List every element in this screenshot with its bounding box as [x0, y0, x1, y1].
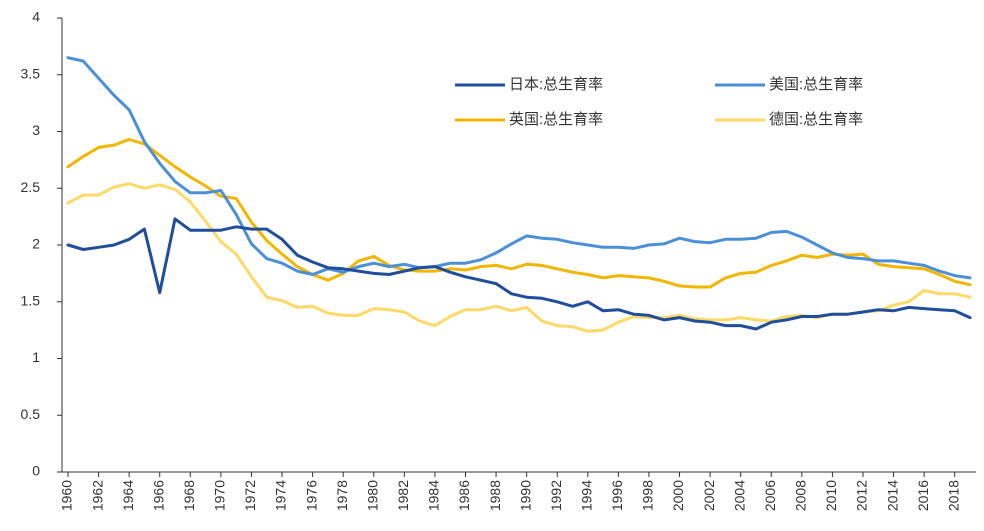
x-tick-label: 2000: [670, 480, 686, 511]
x-tick-label: 2018: [945, 480, 961, 511]
y-tick-label: 2: [32, 236, 40, 252]
x-tick-label: 1988: [487, 480, 503, 511]
x-tick-label: 1976: [303, 480, 319, 511]
legend-label: 英国:总生育率: [509, 110, 603, 128]
legend-label: 日本:总生育率: [509, 76, 603, 93]
x-tick-label: 1972: [242, 480, 258, 511]
x-tick-label: 1986: [456, 480, 472, 511]
x-tick-label: 2008: [793, 480, 809, 511]
x-tick-label: 1960: [59, 480, 75, 511]
x-tick-label: 2014: [884, 480, 900, 511]
series-line: [66, 217, 972, 331]
y-tick-label: 0: [32, 463, 40, 479]
y-tick-label: 3.5: [21, 65, 41, 81]
x-tick-label: 1962: [89, 480, 105, 511]
series-line: [66, 137, 972, 289]
x-tick-label: 1982: [395, 480, 411, 511]
x-tick-label: 1978: [334, 480, 350, 511]
x-tick-label: 1964: [120, 480, 136, 511]
x-tick-label: 2012: [854, 480, 870, 511]
x-tick-label: 1980: [364, 480, 380, 511]
x-tick-label: 1968: [181, 480, 197, 511]
y-tick-label: 2.5: [21, 179, 41, 195]
x-tick-label: 1966: [150, 480, 166, 511]
x-tick-label: 1998: [640, 480, 656, 511]
x-tick-label: 2002: [701, 480, 717, 511]
y-tick-label: 0.5: [21, 406, 41, 422]
x-tick-label: 1990: [517, 480, 533, 511]
x-tick-label: 1974: [273, 480, 289, 511]
x-tick-label: 2006: [762, 480, 778, 511]
y-tick-label: 1.5: [21, 292, 41, 308]
x-tick-label: 1970: [212, 480, 228, 511]
x-tick-label: 1992: [548, 480, 564, 511]
y-tick-label: 4: [32, 9, 40, 25]
y-tick-label: 1: [32, 349, 40, 365]
x-tick-label: 2004: [731, 480, 747, 511]
y-tick-label: 3: [32, 122, 40, 138]
series-line: [66, 56, 972, 280]
series-line: [66, 182, 972, 333]
x-tick-label: 2010: [823, 480, 839, 511]
x-tick-label: 1996: [609, 480, 625, 511]
legend-label: 德国:总生育率: [769, 110, 863, 128]
legend-label: 美国:总生育率: [769, 76, 863, 93]
x-tick-label: 1984: [426, 480, 442, 511]
x-tick-label: 1994: [578, 480, 594, 511]
x-tick-label: 2016: [915, 480, 931, 511]
